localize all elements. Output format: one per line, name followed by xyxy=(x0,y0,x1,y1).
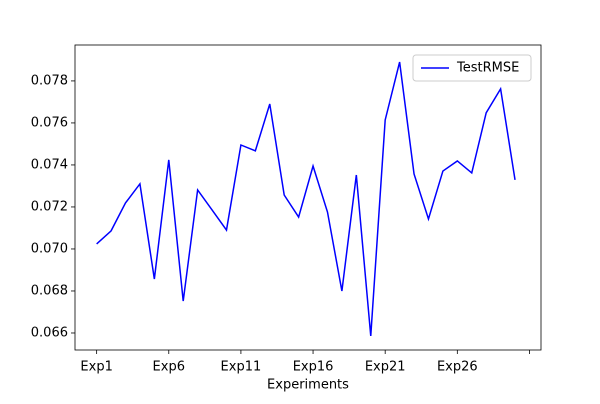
x-tick-label: Exp21 xyxy=(365,360,406,375)
x-tick-label: Exp26 xyxy=(437,360,478,375)
y-tick-label: 0.078 xyxy=(31,73,68,88)
y-tick-label: 0.068 xyxy=(31,283,68,298)
axes-frame xyxy=(74,44,542,351)
y-tick-label: 0.076 xyxy=(31,115,68,130)
y-tick-label: 0.072 xyxy=(31,199,68,214)
y-tick-label: 0.070 xyxy=(31,241,68,256)
legend-label: TestRMSE xyxy=(456,61,519,76)
data-line xyxy=(96,61,516,336)
x-tick-label: Exp6 xyxy=(153,360,185,375)
legend-box xyxy=(412,54,532,82)
x-tick-label: Exp16 xyxy=(293,360,334,375)
y-tick-label: 0.066 xyxy=(31,325,68,340)
x-tick-label: Exp1 xyxy=(80,360,112,375)
x-tick-label: Exp11 xyxy=(221,360,262,375)
x-axis-label: Experiments xyxy=(267,378,349,393)
y-tick-label: 0.074 xyxy=(31,157,68,172)
